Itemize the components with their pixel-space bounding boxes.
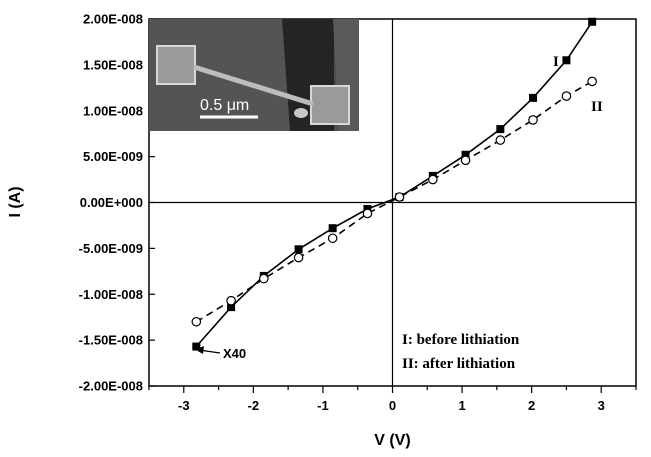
x-tick-label: -2 [248,398,260,413]
y-tick-label: -1.50E-008 [79,333,143,348]
curve-label-i: I [553,54,559,70]
y-tick-label: 5.00E-009 [83,149,143,164]
series-i-point [192,342,201,351]
series-ii-point [258,273,269,284]
legend-before-lithiation: I: before lithiation [402,332,520,348]
y-axis-ticks: 2.00E-008 1.50E-008 1.00E-008 5.00E-009 0.00… [79,12,155,394]
x40-annotation: X40 [223,346,246,361]
series-ii-point [394,192,405,202]
sem-inset-image: 0.5 μm [149,19,359,131]
y-axis-title: I (A) [7,186,24,217]
y-tick-label: -5.00E-009 [79,241,143,256]
y-tick-label: 0.00E+000 [80,195,143,210]
series-ii-point [587,76,597,87]
x-tick-label: -3 [178,398,190,413]
x-tick-label: -1 [317,398,329,413]
series-ii-point [191,316,202,327]
y-tick-label: 1.50E-008 [83,57,143,72]
x-axis-ticks: -3 -2 -1 0 1 2 3 [148,386,637,413]
series-ii-point [495,135,506,145]
series-i-point [227,303,236,312]
series-ii-point [362,208,373,219]
series-ii-point [327,233,338,244]
y-tick-label: 2.00E-008 [83,12,143,27]
series-ii-point [293,252,304,263]
inset-nanowire [193,64,314,107]
x-tick-label: 1 [458,398,465,413]
x40-arrow-head [195,346,204,354]
x-axis-title: V (V) [374,432,410,449]
series-i-point [529,93,538,102]
series-i-point [294,245,303,254]
series-i-point [461,150,470,159]
y-tick-label: -2.00E-008 [79,379,143,394]
inset-particle [294,108,308,118]
series-i-point [496,125,505,134]
curve-label-ii: II [591,99,603,115]
x-tick-label: 3 [598,398,605,413]
series-ii-point [561,91,572,101]
legend-after-lithiation: II: after lithiation [402,356,516,372]
series-ii-point [460,155,471,166]
x-tick-label: 0 [389,398,396,413]
y-tick-label: -1.00E-008 [79,287,143,302]
series-i-point [328,224,337,233]
series-i-point [562,56,571,65]
series-i-point [588,17,597,26]
y-tick-label: 1.00E-008 [83,103,143,118]
inset-scale-label: 0.5 μm [200,97,249,114]
series-layer [191,17,597,351]
inset-left-pad [156,45,196,85]
x-tick-label: 2 [528,398,535,413]
series-ii-point [428,174,438,185]
inset-right-pad [310,85,350,125]
series-ii-point [528,115,538,125]
series-ii-point [226,295,236,306]
